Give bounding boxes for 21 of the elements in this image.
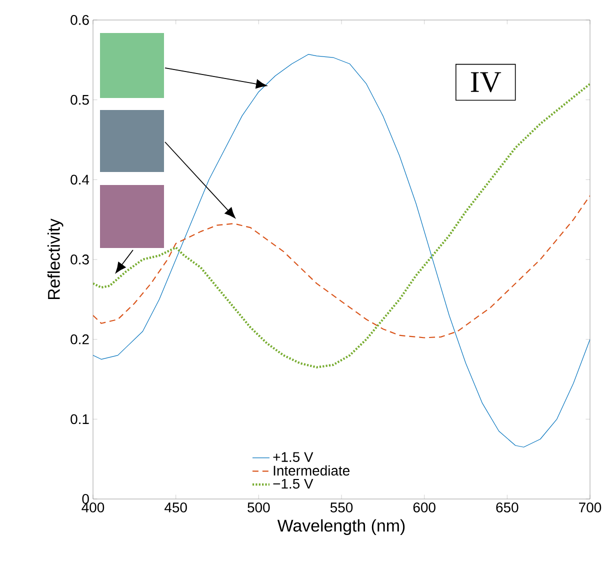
y-tick-label: 0.3	[70, 254, 89, 264]
y-tick-label: 0.5	[70, 94, 89, 105]
y-tick-label: 0.4	[70, 174, 90, 185]
x-tick-label: 600	[413, 502, 436, 512]
annotation: IV	[470, 72, 502, 92]
y-tick-label: 0.2	[70, 334, 89, 344]
x-tick-label: 400	[82, 502, 104, 512]
x-tick-label: 500	[248, 502, 270, 512]
legend-label: −1.5 V	[273, 478, 314, 489]
y-tick-label: 0.1	[70, 414, 89, 424]
y-tick-label: 0	[82, 494, 89, 504]
x-axis-title: Wavelength (nm)	[277, 519, 405, 536]
x-tick-label: 700	[579, 502, 602, 512]
x-tick-label: 650	[496, 502, 518, 512]
line-series	[93, 195, 590, 338]
x-tick-label: 550	[330, 502, 353, 512]
legend-label: +1.5 V	[273, 452, 314, 462]
y-axis-title: Reflectivity	[47, 218, 64, 300]
x-tick-label: 450	[164, 502, 187, 512]
y-tick-label: 0.6	[70, 15, 89, 25]
legend-label: Intermediate	[274, 465, 350, 476]
